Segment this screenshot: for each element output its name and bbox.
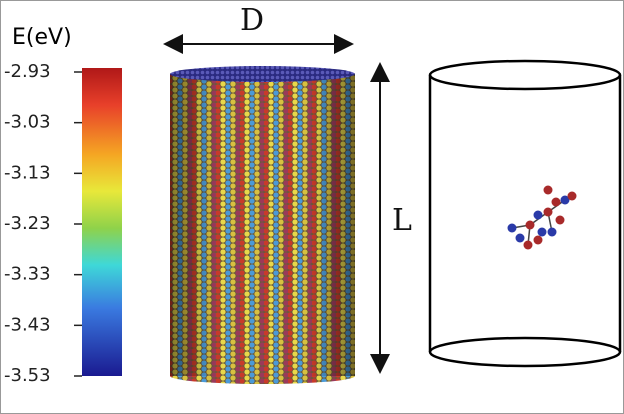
tick-label: -3.23 xyxy=(4,213,51,234)
nanotube-top xyxy=(170,66,355,82)
figure: E(eV) -2.93 -3.03 -3.13 -3.23 -3.33 -3.43 -3.5… xyxy=(0,0,624,414)
tick-label: -2.93 xyxy=(4,61,51,82)
nanotube-shading xyxy=(170,74,355,376)
colorbar xyxy=(82,68,122,376)
tick-label: -3.03 xyxy=(4,112,51,133)
tick-label: -3.13 xyxy=(4,162,51,183)
tick-label: -3.53 xyxy=(4,365,51,386)
colorbar-label: E(eV) xyxy=(12,25,72,50)
diameter-label: D xyxy=(240,3,264,38)
length-label: L xyxy=(392,203,412,238)
tick-label: -3.33 xyxy=(4,264,51,285)
tick-label: -3.43 xyxy=(4,314,51,335)
